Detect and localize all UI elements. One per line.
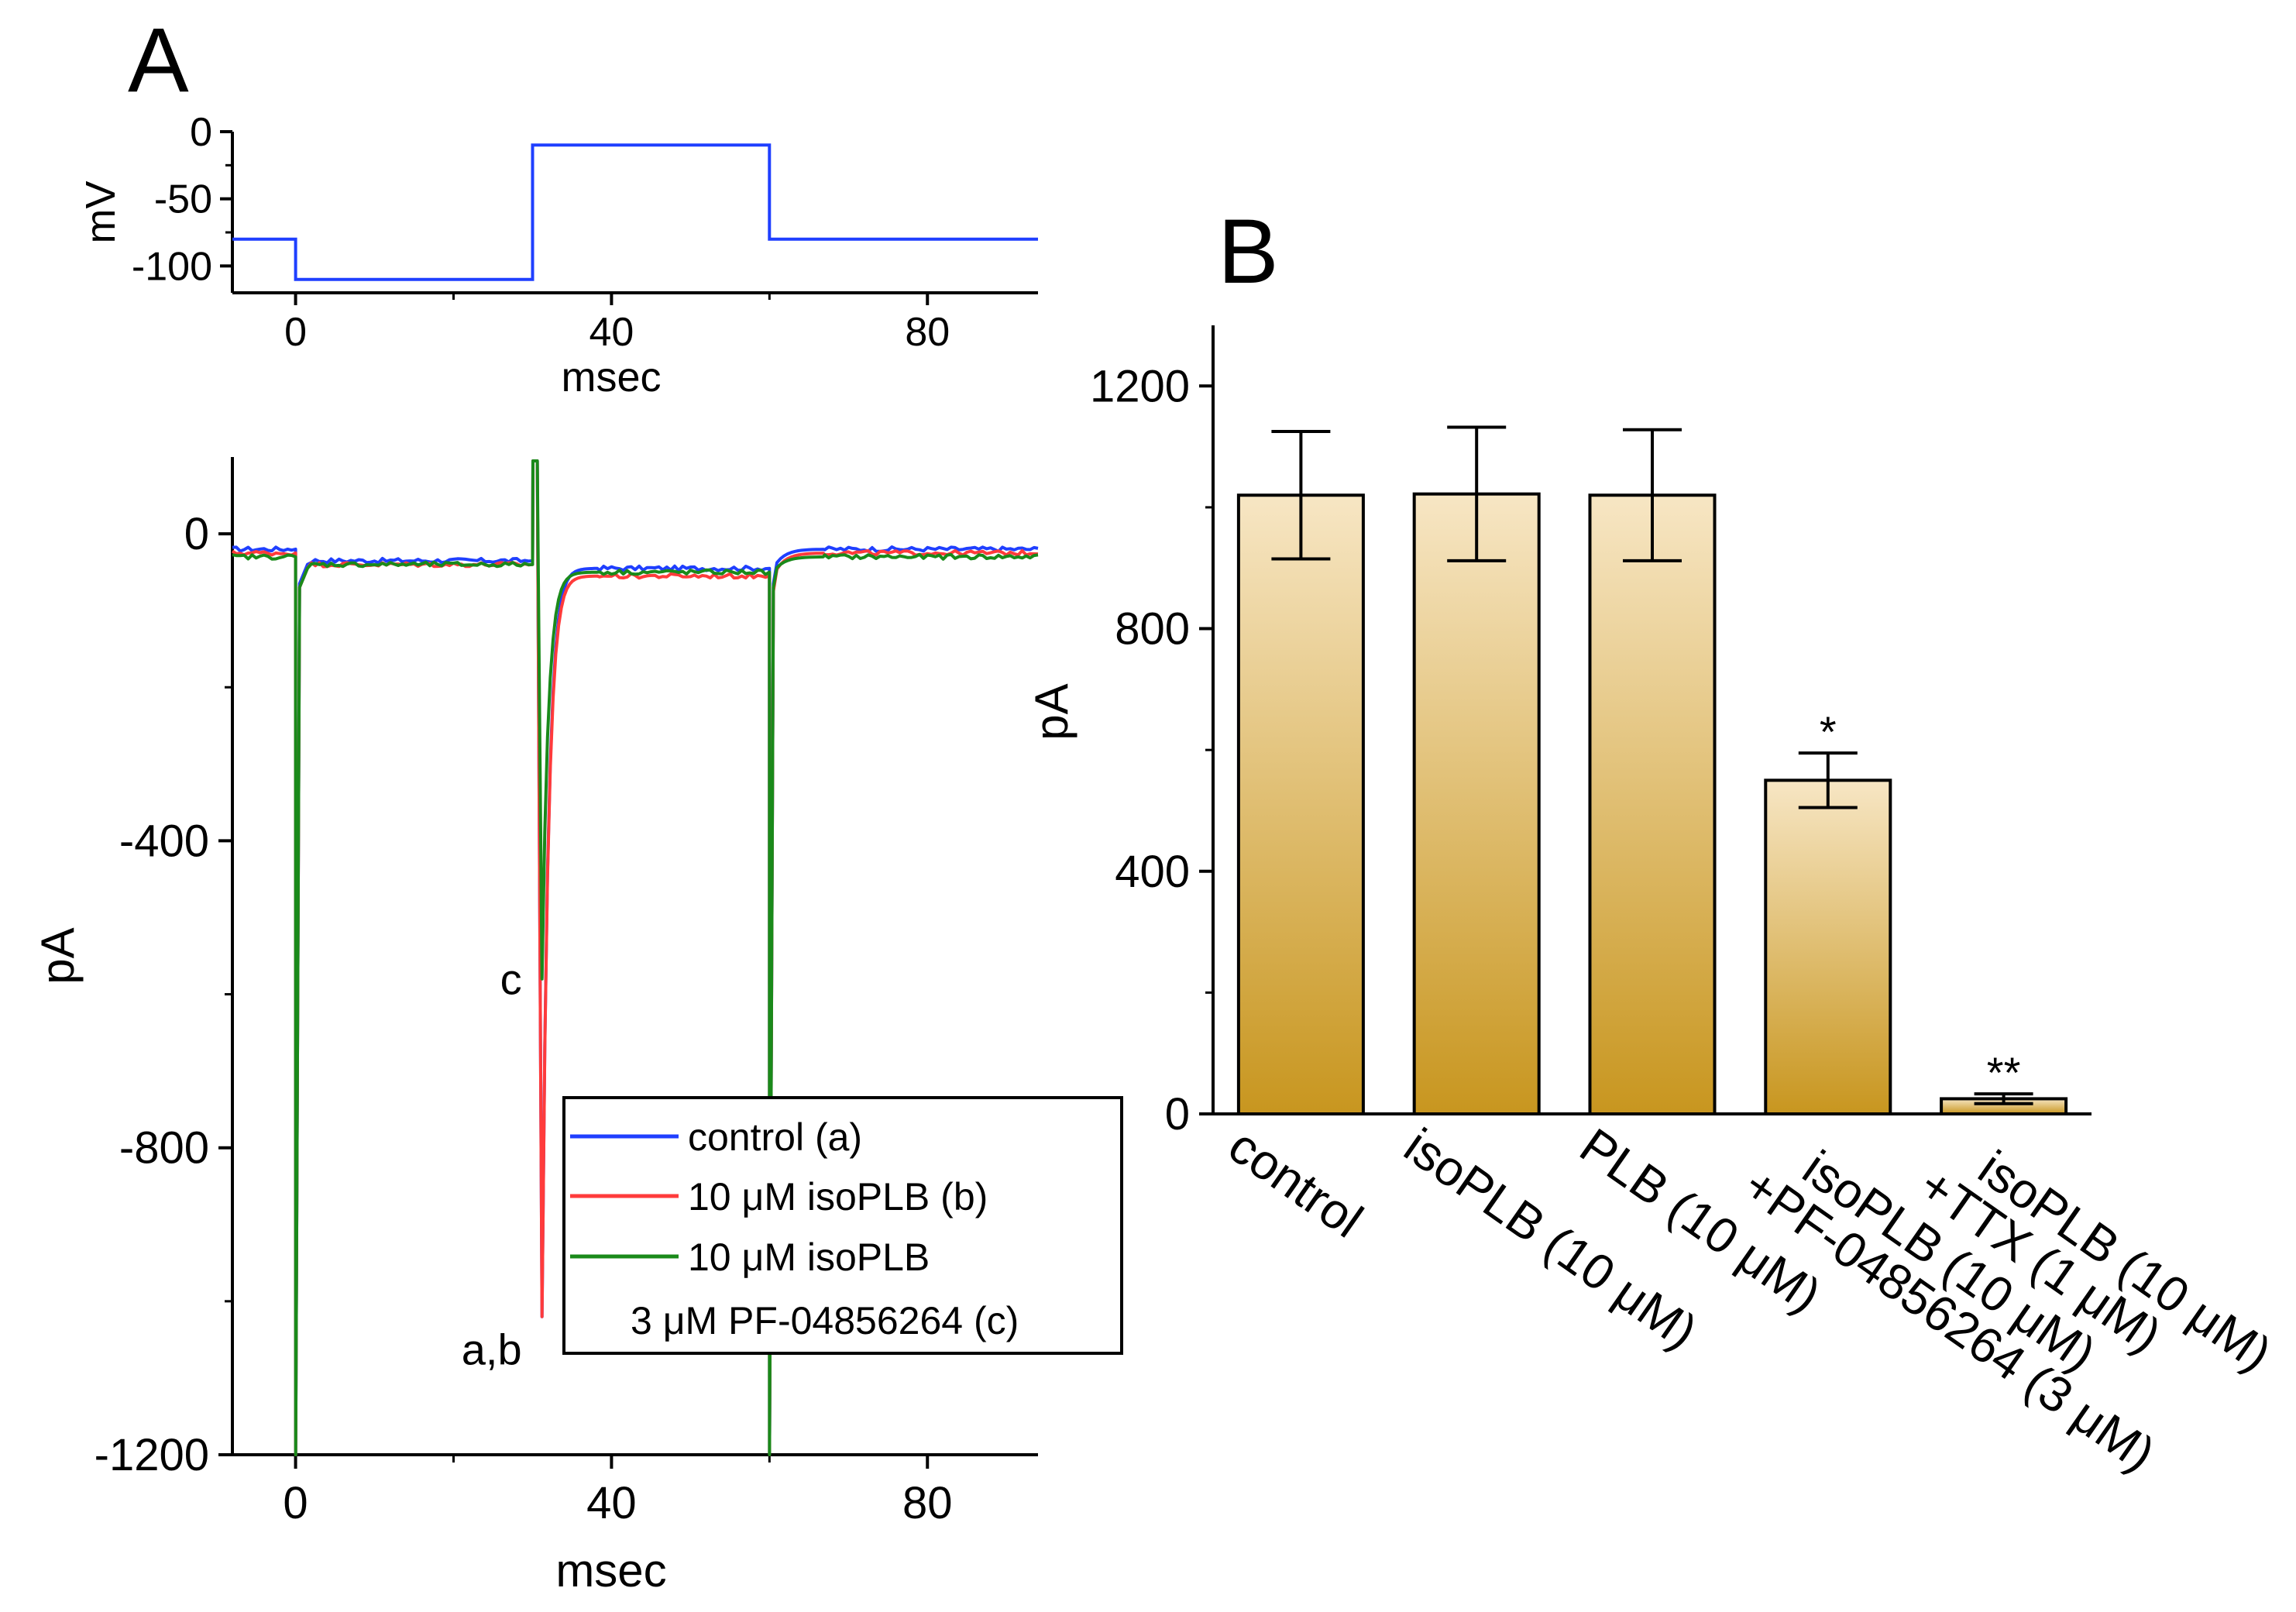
- bar-isoplb: [1412, 492, 1541, 1115]
- ct-trace-control: [232, 459, 1039, 1456]
- current-traces-y-label: pA: [32, 927, 84, 984]
- voltage-protocol-ticks: 0 40 80 0 -50 -100: [132, 110, 950, 355]
- significance-isoplb-pf: *: [1820, 707, 1837, 756]
- vp-y-tick-label: -100: [132, 244, 212, 289]
- current-traces-x-label: msec: [555, 1545, 666, 1597]
- category-label-line: isoPLB (10 μM): [1394, 1117, 1707, 1359]
- category-label-isoplb: isoPLB (10 μM): [1394, 1117, 1707, 1359]
- bc-y-tick-label: 400: [1115, 847, 1190, 897]
- vp-x-tick-label: 80: [905, 310, 950, 355]
- legend-entry-isoplb-pf: 10 μM isoPLB: [688, 1236, 930, 1279]
- ct-x-tick-label: 40: [586, 1478, 637, 1528]
- voltage-protocol-x-label: msec: [561, 354, 661, 400]
- bar-summary-bars: ***: [1236, 425, 2068, 1116]
- vp-y-tick-label: -50: [154, 177, 212, 222]
- legend-entry-isoplb: 10 μM isoPLB (b): [688, 1175, 988, 1218]
- trace-annotation-ab: a,b: [462, 1325, 522, 1374]
- category-label-line: control: [1218, 1117, 1373, 1248]
- bar-summary-y-label: pA: [1026, 683, 1078, 740]
- bc-y-tick-label: 800: [1115, 604, 1190, 655]
- current-traces-legend: control (a) 10 μM isoPLB (b) 10 μM isoPL…: [562, 1096, 1123, 1355]
- ct-y-tick-label: -400: [119, 816, 209, 866]
- category-label-control: control: [1218, 1117, 1373, 1248]
- trace-annotation-c: c: [500, 955, 522, 1004]
- significance-isoplb-ttx: **: [1987, 1048, 2021, 1097]
- vp-x-tick-label: 40: [589, 310, 634, 355]
- vp-y-tick-label: 0: [190, 110, 212, 155]
- ct-y-tick-label: -800: [119, 1123, 209, 1174]
- bar-summary-ticks: 0 400 800 1200: [1090, 361, 1213, 1139]
- legend-entry-pf-concentration: 3 μM PF-04856264 (c): [631, 1299, 1019, 1342]
- voltage-protocol-y-label: mV: [77, 181, 124, 244]
- bar-plb: [1588, 493, 1717, 1115]
- bar-summary-category-labels: control isoPLB (10 μM)PLB (10 μM)isoPLB (…: [1218, 1117, 2281, 1482]
- panel-a-label: A: [128, 9, 189, 112]
- bar-summary-axes: [1212, 325, 2091, 1115]
- bc-y-tick-label: 1200: [1090, 361, 1190, 411]
- voltage-protocol-series: [232, 143, 1038, 281]
- panel-b-label: B: [1218, 201, 1279, 303]
- current-traces-series: [231, 459, 1039, 1456]
- current-traces-axes: [231, 457, 1038, 1456]
- legend-swatches: [570, 1134, 679, 1259]
- ct-y-tick-label: -1200: [95, 1430, 209, 1480]
- ct-y-tick-label: 0: [184, 509, 209, 559]
- voltage-protocol-chart: 0 40 80 0 -50 -100 msec mV: [77, 110, 1038, 400]
- voltage-protocol-axes: [231, 132, 1038, 294]
- bc-y-tick-label: 0: [1165, 1089, 1190, 1139]
- ct-trace-isoplb-pf: [232, 459, 1039, 1456]
- vp-x-tick-label: 0: [284, 310, 307, 355]
- current-traces-chart: 0 40 80 0 -400 -800 -1200 msec pA c a,b contro…: [32, 457, 1123, 1597]
- legend-box: [562, 1096, 1123, 1355]
- ct-x-tick-label: 80: [902, 1478, 953, 1528]
- vp-command-voltage-line: [232, 143, 1038, 281]
- current-traces-ticks: 0 40 80 0 -400 -800 -1200: [95, 509, 953, 1528]
- legend-entry-control: control (a): [688, 1115, 862, 1159]
- bar-control: [1236, 493, 1365, 1115]
- ct-x-tick-label: 0: [283, 1478, 308, 1528]
- bar-isoplb-pf: [1764, 779, 1892, 1115]
